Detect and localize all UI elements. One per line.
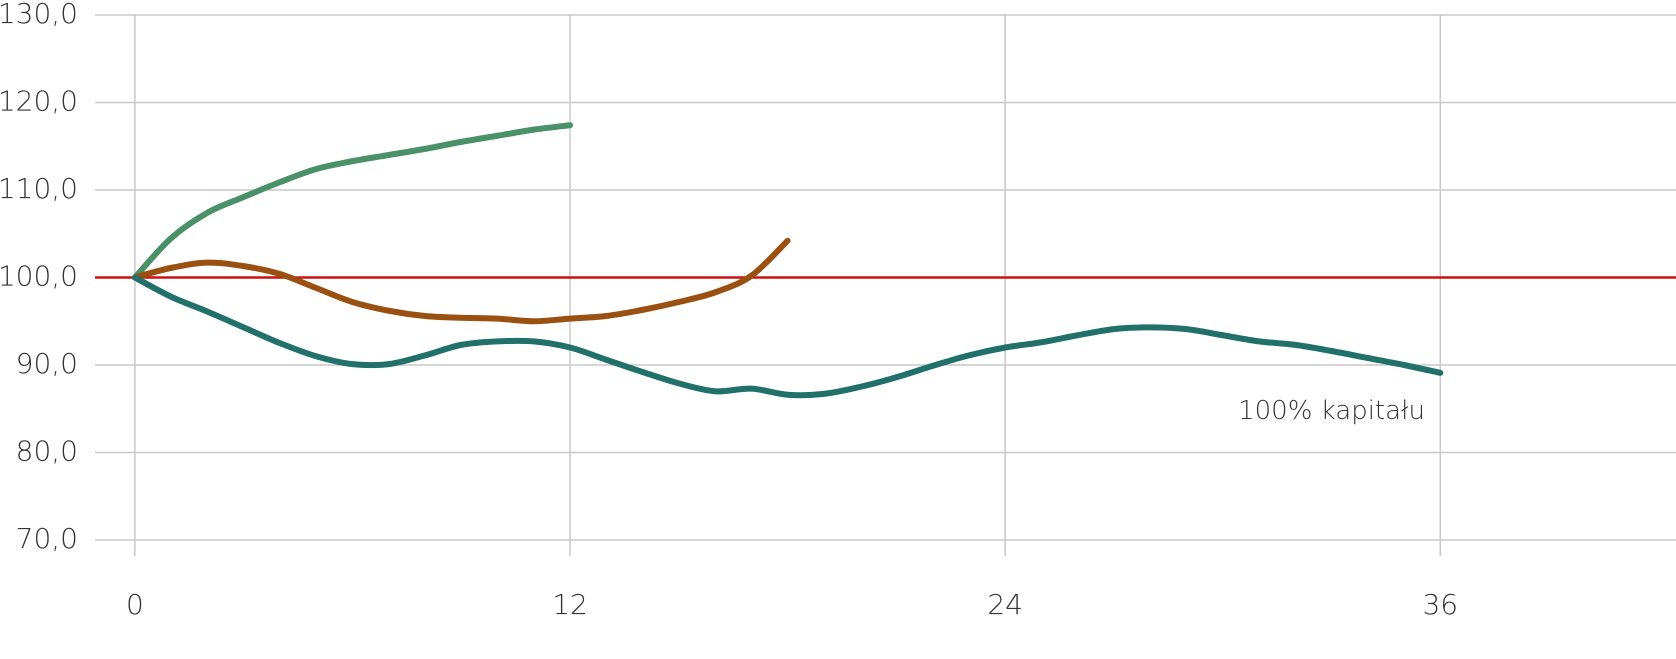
series-line xyxy=(131,122,574,281)
x-tick-label: 24 xyxy=(987,588,1023,621)
y-tick-label: 120,0 xyxy=(0,85,78,118)
x-tick-label: 0 xyxy=(126,588,144,621)
y-tick-label: 80,0 xyxy=(16,435,78,468)
series-line xyxy=(131,237,791,325)
y-tick-label: 130,0 xyxy=(0,0,78,30)
y-tick-label: 110,0 xyxy=(0,172,78,205)
x-tick-label: 36 xyxy=(1422,588,1458,621)
y-tick-label: 90,0 xyxy=(16,347,78,380)
y-tick-label: 100,0 xyxy=(0,260,78,293)
series-line xyxy=(131,274,1444,399)
y-tick-label: 70,0 xyxy=(16,522,78,555)
x-tick-label: 12 xyxy=(552,588,588,621)
annotation: 100% kapitału xyxy=(1238,396,1425,426)
